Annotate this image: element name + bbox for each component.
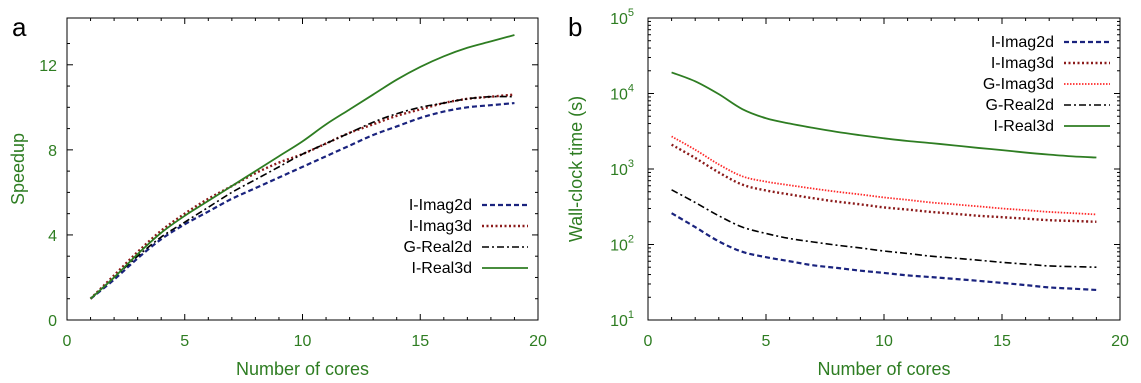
panel-a-plot-frame xyxy=(66,17,539,321)
y-tick-base: 10 xyxy=(610,87,628,104)
y-tick-label: 101 xyxy=(610,309,634,330)
legend-label: I-Real3d xyxy=(994,118,1054,135)
y-tick-base: 10 xyxy=(610,162,628,179)
x-tick-label: 20 xyxy=(1111,333,1129,350)
x-tick-label: 0 xyxy=(644,333,653,350)
x-tick-label: 10 xyxy=(875,333,893,350)
panel-a-letter: a xyxy=(12,12,27,42)
panel-a-x-axis-title: Number of cores xyxy=(236,359,369,379)
x-tick-label: 15 xyxy=(993,333,1011,350)
x-tick-label: 0 xyxy=(63,333,72,350)
y-tick-exponent: 3 xyxy=(628,158,634,170)
y-tick-label: 102 xyxy=(610,234,634,255)
y-tick-label: 103 xyxy=(610,158,634,179)
legend-label: I-Imag3d xyxy=(991,55,1054,72)
y-tick-exponent: 5 xyxy=(628,7,634,19)
panel-a-y-axis-title: Speedup xyxy=(8,133,28,205)
y-tick-label: 12 xyxy=(39,58,57,75)
x-tick-label: 15 xyxy=(411,333,429,350)
panel-a: a Speedup Number of cores 0 5 10 15 2004812 … xyxy=(8,12,547,379)
panel-a-legend: I-Imag2d I-Imag3d G-Real2d I-Real3d xyxy=(404,197,528,277)
x-tick-label: 20 xyxy=(529,333,547,350)
y-tick-base: 10 xyxy=(610,313,628,330)
series-line-g-real2d xyxy=(90,95,515,300)
y-tick-label: 8 xyxy=(48,143,57,160)
y-tick-exponent: 1 xyxy=(628,309,634,321)
panel-b-letter: b xyxy=(568,12,582,42)
panel-b-y-axis-title: Wall-clock time (s) xyxy=(566,96,586,242)
panel-b-x-axis-title: Number of cores xyxy=(817,359,950,379)
legend-label: I-Imag3d xyxy=(409,218,472,235)
series-line-i-imag2d xyxy=(89,101,515,300)
series-line-i-imag2d xyxy=(671,212,1097,292)
x-tick-label: 5 xyxy=(762,333,771,350)
panel-b-plot-frame xyxy=(647,17,1121,321)
panel-b-series-group xyxy=(671,71,1097,292)
panel-a-series-group xyxy=(89,34,515,300)
legend-label: I-Real3d xyxy=(412,260,472,277)
panel-b-legend: I-Imag2d I-Imag3d G-Imag3d G-Real2d I-Real3d xyxy=(983,34,1110,135)
series-line-g-real2d xyxy=(671,189,1097,269)
series-line-i-real3d xyxy=(671,71,1097,159)
y-tick-base: 10 xyxy=(610,11,628,28)
series-line-i-imag3d xyxy=(671,143,1097,223)
y-tick-base: 10 xyxy=(610,238,628,255)
y-tick-exponent: 2 xyxy=(628,234,634,246)
series-line-g-imag3d xyxy=(671,135,1097,216)
x-tick-label: 5 xyxy=(180,333,189,350)
y-tick-label: 0 xyxy=(48,313,57,330)
panel-b: b Wall-clock time (s) Number of cores 0 5… xyxy=(566,7,1129,379)
y-tick-label: 105 xyxy=(610,7,634,28)
panel-a-ticks: 0 5 10 15 20 0 4 8 12 xyxy=(39,18,547,350)
x-tick-label: 10 xyxy=(294,333,312,350)
legend-label: G-Imag3d xyxy=(983,76,1054,93)
legend-label: G-Real2d xyxy=(404,239,472,256)
y-tick-label: 4 xyxy=(48,228,57,245)
series-line-i-real3d xyxy=(89,34,515,300)
legend-label: I-Imag2d xyxy=(991,34,1054,51)
y-tick-label: 104 xyxy=(610,83,634,104)
legend-label: I-Imag2d xyxy=(409,197,472,214)
legend-label: G-Real2d xyxy=(986,97,1054,114)
y-tick-exponent: 4 xyxy=(628,83,634,95)
